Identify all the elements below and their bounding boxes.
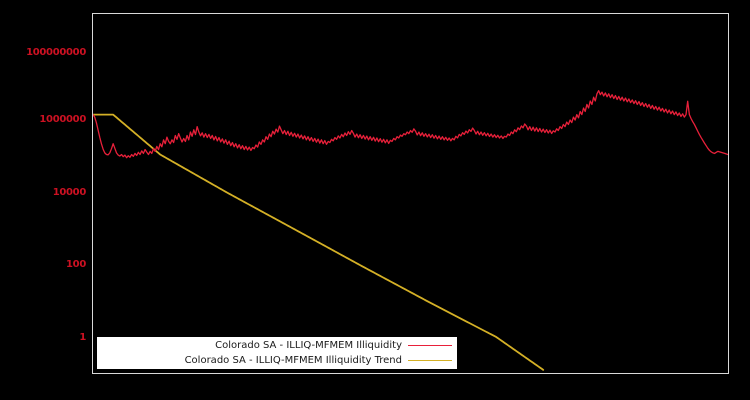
legend-swatch-trend xyxy=(408,360,452,361)
y-tick-label-10000: 10000 xyxy=(52,187,87,198)
legend-entry-illiquidity[interactable]: Colorado SA - ILLIQ-MFMEM Illiquidity xyxy=(98,338,456,353)
y-axis-tick-labels: 100000000 1000000 10000 100 1 xyxy=(0,0,86,400)
legend-label-illiquidity: Colorado SA - ILLIQ-MFMEM Illiquidity xyxy=(215,339,402,351)
legend-entry-trend[interactable]: Colorado SA - ILLIQ-MFMEM Illiquidity Tr… xyxy=(98,353,456,368)
plot-inner xyxy=(93,14,728,373)
chart-canvas xyxy=(93,89,728,371)
chart-legend: Colorado SA - ILLIQ-MFMEM Illiquidity Co… xyxy=(97,337,457,369)
series-line-trend xyxy=(93,113,545,371)
y-tick-label-1000000: 1000000 xyxy=(39,114,86,125)
legend-swatch-illiquidity xyxy=(408,345,452,346)
legend-label-trend: Colorado SA - ILLIQ-MFMEM Illiquidity Tr… xyxy=(184,354,402,366)
y-tick-label-100: 100 xyxy=(66,259,86,270)
series-line-illiquidity xyxy=(93,89,728,159)
y-tick-label-100000000: 100000000 xyxy=(26,47,86,58)
y-tick-label-1: 1 xyxy=(79,332,86,343)
plot-area xyxy=(92,13,729,374)
